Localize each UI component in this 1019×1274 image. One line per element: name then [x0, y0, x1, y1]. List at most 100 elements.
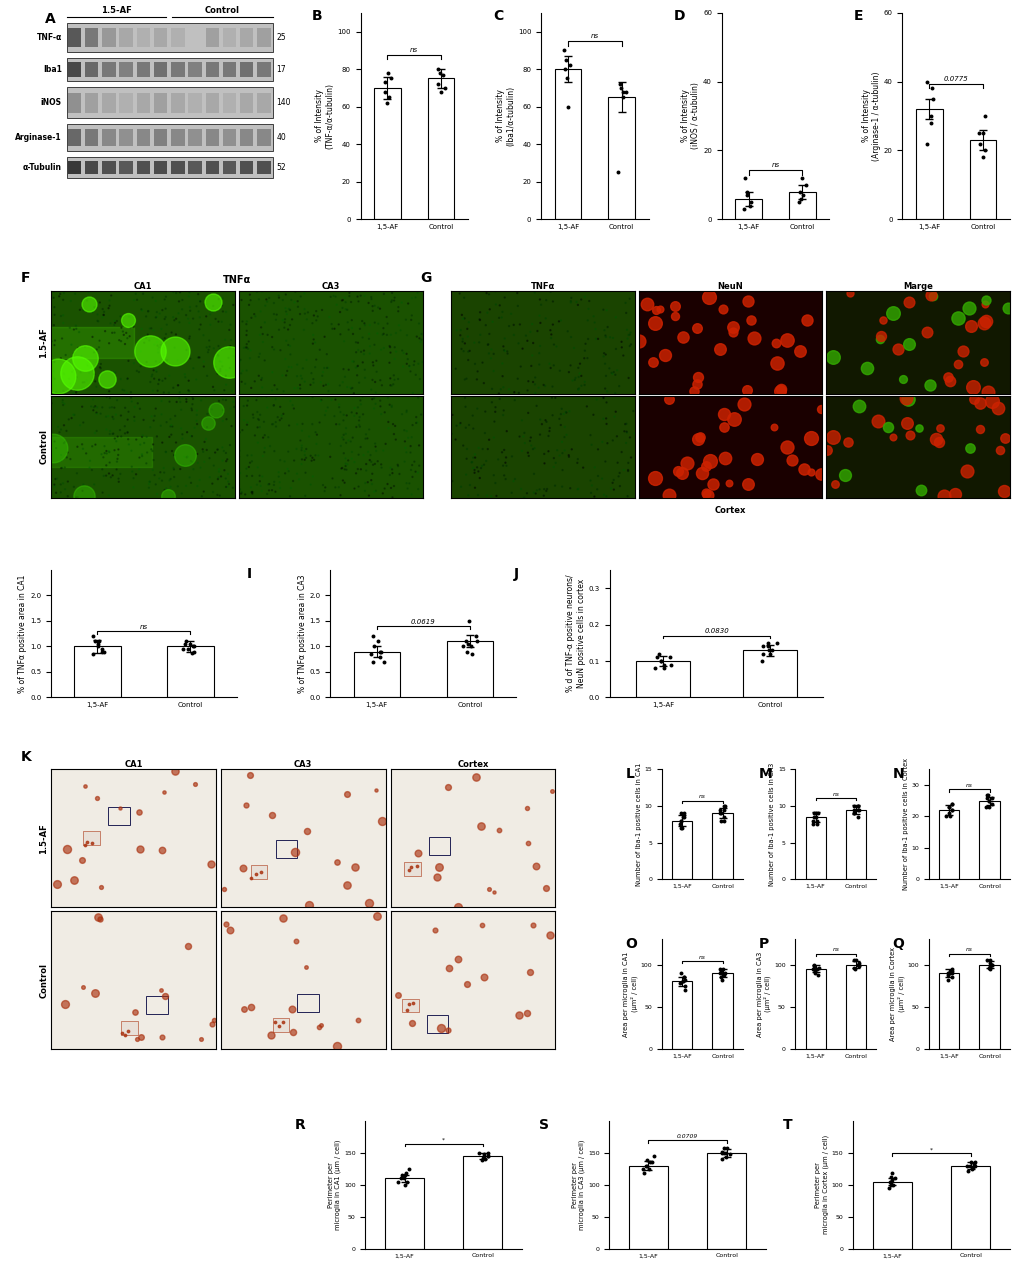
Point [235, 396, 252, 417]
Point [673, 818, 689, 838]
Point [366, 296, 382, 316]
Point [332, 401, 348, 422]
Bar [66, 59, 273, 82]
Point [119, 310, 136, 330]
Point [970, 124, 986, 144]
Point [75, 413, 92, 433]
Point [930, 432, 947, 452]
Point [66, 361, 83, 381]
Point [190, 452, 206, 473]
Point [366, 335, 382, 355]
Point [205, 1010, 221, 1031]
Point [646, 468, 662, 488]
Point [494, 336, 511, 357]
Point [253, 386, 269, 406]
Point [58, 420, 74, 441]
Point [715, 800, 732, 820]
Point [133, 445, 150, 465]
Point [541, 420, 557, 441]
Point [879, 1177, 896, 1198]
Point [597, 325, 613, 345]
Point [451, 414, 468, 434]
Point [404, 484, 420, 505]
Point [711, 958, 728, 978]
Point [738, 380, 754, 400]
Point [148, 474, 164, 494]
Point [481, 324, 497, 344]
Point [519, 330, 535, 350]
Point [461, 312, 477, 333]
Point [157, 986, 173, 1006]
Point [320, 381, 336, 401]
Point [401, 442, 418, 462]
Point [392, 1168, 409, 1189]
Point [79, 832, 96, 852]
Point [404, 466, 420, 487]
Point [56, 364, 72, 385]
Point [53, 419, 69, 440]
Point [266, 475, 282, 496]
Point [569, 452, 585, 473]
Point [498, 456, 515, 476]
Point [536, 443, 552, 464]
Point [505, 325, 522, 345]
Point [129, 394, 146, 414]
Point [620, 452, 636, 473]
Point [166, 445, 182, 465]
Bar [554, 69, 581, 219]
Point [694, 462, 710, 483]
Point [528, 396, 544, 417]
Bar [239, 161, 253, 175]
Point [169, 375, 185, 395]
Point [280, 461, 297, 482]
Point [213, 352, 229, 372]
Point [398, 473, 415, 493]
Point [151, 369, 167, 390]
Point [122, 387, 139, 408]
Point [263, 1026, 279, 1046]
Point [178, 391, 195, 412]
Point [145, 460, 161, 480]
Point [748, 448, 764, 469]
Point [244, 482, 260, 502]
Point [92, 357, 108, 377]
Point [837, 465, 853, 485]
Point [996, 480, 1012, 501]
Point [277, 464, 293, 484]
Point [321, 433, 337, 454]
Point [455, 288, 472, 308]
Point [433, 82, 449, 102]
Point [107, 363, 123, 383]
Y-axis label: 1.5-AF: 1.5-AF [39, 327, 48, 358]
Point [60, 471, 76, 492]
Point [46, 304, 62, 325]
Point [942, 963, 958, 984]
Point [145, 441, 161, 461]
Point [597, 408, 613, 428]
Point [65, 405, 82, 426]
Point [454, 636, 471, 656]
Point [135, 426, 151, 446]
Point [532, 336, 548, 357]
Point [128, 429, 145, 450]
Point [214, 296, 230, 316]
Point [260, 474, 276, 494]
Point [151, 303, 167, 324]
Point [849, 800, 865, 820]
Point [600, 358, 616, 378]
Point [375, 284, 391, 304]
Point [162, 469, 178, 489]
Point [883, 1175, 900, 1195]
Point [525, 483, 541, 503]
Point [454, 329, 471, 349]
Point [74, 480, 91, 501]
Point [357, 473, 373, 493]
Point [94, 397, 110, 418]
Point [216, 380, 232, 400]
Point [379, 474, 395, 494]
Point [966, 1156, 982, 1176]
Point [301, 894, 317, 915]
Point [965, 1154, 981, 1175]
Point [222, 399, 238, 419]
Point [162, 417, 178, 437]
